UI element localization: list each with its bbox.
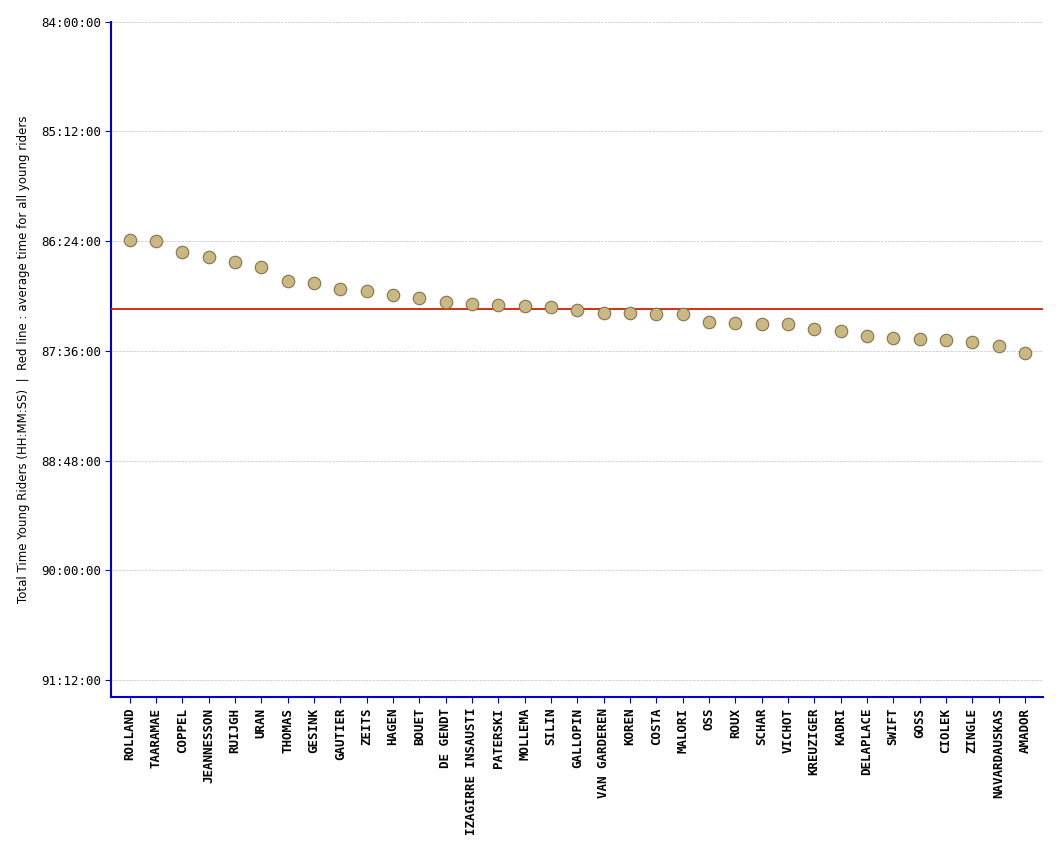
Y-axis label: Total Time Young Riders (HH:MM:SS)  |  Red line : average time for all young rid: Total Time Young Riders (HH:MM:SS) | Red…	[17, 116, 30, 603]
